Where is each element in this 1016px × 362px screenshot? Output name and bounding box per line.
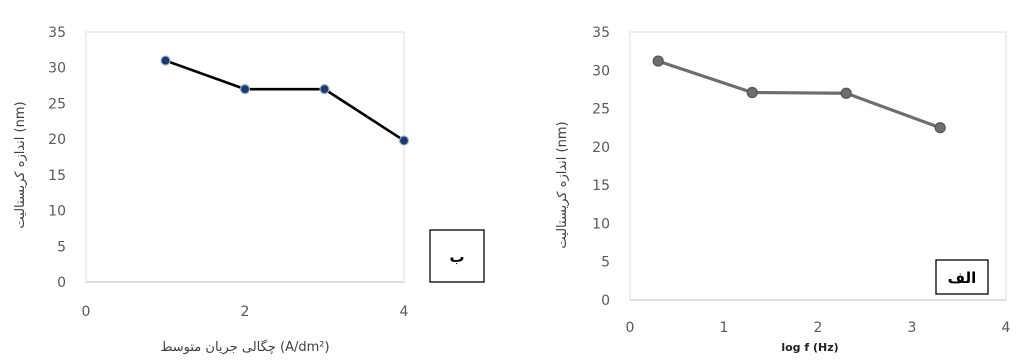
x-tick-label: 4 (1002, 320, 1011, 336)
x-tick-label: 3 (908, 320, 917, 336)
y-tick-label: 25 (48, 96, 66, 112)
y-tick-label: 0 (57, 275, 66, 291)
data-point (160, 55, 171, 66)
y-tick-labels-b: 0 5 10 15 20 25 30 35 (48, 25, 66, 291)
x-tick-labels-alef: 0 1 2 3 4 (626, 320, 1011, 336)
y-tick-label: 15 (48, 168, 66, 184)
y-axis-label-alef: اندازه کریستالیت (nm) (555, 121, 570, 248)
y-tick-label: 0 (601, 293, 610, 309)
x-tick-label: 0 (82, 304, 91, 320)
y-tick-label: 30 (48, 61, 66, 77)
data-point (840, 87, 852, 99)
panel-label-alef: الف (948, 269, 977, 287)
data-point (319, 84, 330, 95)
y-tick-label: 15 (592, 178, 610, 194)
y-tick-label: 35 (48, 25, 66, 41)
chart-panel-alef: 0 5 10 15 20 25 30 35 0 1 2 3 4 اندازه کریستالیت (n… (555, 25, 1011, 354)
y-tick-label: 35 (592, 25, 610, 41)
y-tick-label: 30 (592, 63, 610, 79)
x-tick-label: 2 (814, 320, 823, 336)
panel-label-box-alef (935, 259, 989, 295)
x-tick-labels-b: 0 2 4 (82, 304, 409, 320)
data-point (746, 86, 758, 99)
x-axis-label-b: چگالی جریان متوسط (A/dm²) (160, 339, 329, 355)
x-tick-label: 0 (626, 320, 635, 336)
y-tick-labels-alef: 0 5 10 15 20 25 30 35 (592, 25, 610, 309)
y-axis-label-b: اندازه کریستالیت (nm) (13, 101, 28, 228)
y-tick-label: 20 (48, 132, 66, 148)
x-tick-label: 2 (241, 304, 250, 320)
x-axis-label-alef: log f (Hz) (781, 341, 838, 354)
plot-area-b (85, 31, 405, 283)
series-line (657, 59, 941, 130)
y-tick-label: 10 (592, 216, 610, 232)
series-line (165, 59, 405, 142)
series-b (160, 55, 410, 146)
data-point (239, 84, 251, 95)
y-tick-label: 10 (48, 204, 66, 220)
data-point (934, 122, 946, 134)
y-tick-label: 20 (592, 140, 610, 156)
panel-label-box-b (429, 229, 485, 283)
y-tick-label: 5 (601, 255, 610, 271)
series-alef (652, 55, 946, 134)
x-tick-label: 4 (400, 304, 409, 320)
chart-panel-b: 0 5 10 15 20 25 30 35 0 2 4 اندازه کریستالیت (nm)… (13, 25, 485, 355)
y-tick-label: 25 (592, 102, 610, 118)
data-point (652, 55, 664, 67)
y-tick-label: 5 (57, 239, 66, 255)
panel-label-b: ب (449, 248, 464, 266)
data-point (398, 135, 410, 146)
plot-area-alef (629, 31, 1007, 301)
x-tick-label: 1 (720, 320, 729, 336)
